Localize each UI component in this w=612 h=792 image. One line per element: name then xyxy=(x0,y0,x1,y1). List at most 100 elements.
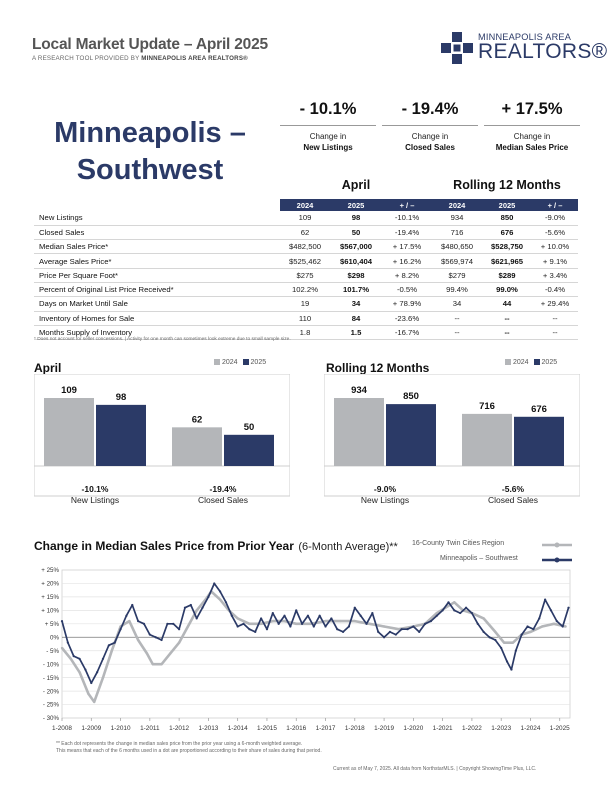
data-point xyxy=(128,619,131,623)
data-point xyxy=(189,603,192,607)
data-point xyxy=(347,625,351,628)
data-point xyxy=(107,644,110,647)
bar-value-label: 98 xyxy=(116,392,127,403)
current-as-of: Current as of May 7, 2025. All data from… xyxy=(333,766,537,772)
kpi-new-listings: - 10.1% Change in New Listings xyxy=(278,100,378,153)
data-point xyxy=(365,622,368,625)
data-point xyxy=(564,625,567,628)
row-label: Months Supply of Inventory xyxy=(34,325,280,341)
data-point xyxy=(459,611,462,615)
data-point xyxy=(453,601,456,604)
pct-change-label: -10.1% xyxy=(82,484,109,494)
table-cell: + 78.9% xyxy=(382,296,432,312)
data-point xyxy=(283,619,286,623)
data-point xyxy=(371,611,374,615)
pct-change-label: -9.0% xyxy=(374,484,397,494)
data-point xyxy=(377,630,380,633)
section-month: April xyxy=(341,178,371,192)
table-cell: 50 xyxy=(330,225,382,241)
table-cell: 850 xyxy=(482,211,532,226)
data-point xyxy=(242,622,245,625)
data-point xyxy=(283,614,286,617)
logo-mark-icon xyxy=(441,32,473,64)
data-point xyxy=(87,692,90,695)
x-tick-label: 1-2017 xyxy=(316,725,336,732)
data-point xyxy=(96,671,99,674)
y-tick-label: - 30% xyxy=(43,715,60,722)
data-point xyxy=(338,619,342,623)
data-point xyxy=(136,638,140,642)
table-cell: -9.0% xyxy=(532,211,578,226)
data-point xyxy=(397,628,400,631)
category-label: New Listings xyxy=(71,495,119,505)
data-point xyxy=(441,609,444,612)
data-point xyxy=(552,622,556,626)
data-point xyxy=(330,617,333,620)
y-tick-label: - 15% xyxy=(43,675,60,682)
table-cell: -- xyxy=(482,311,532,326)
x-tick-label: 1-2021 xyxy=(433,725,453,732)
y-tick-label: - 25% xyxy=(43,702,60,709)
data-point xyxy=(72,655,75,658)
table-cell: 98 xyxy=(330,211,382,226)
bar-value-label: 676 xyxy=(531,404,547,415)
table-cell: 109 xyxy=(280,211,330,226)
row-label: Median Sales Price* xyxy=(34,239,280,255)
bar-value-label: 50 xyxy=(244,422,255,433)
data-point xyxy=(500,646,503,650)
table-cell: -0.4% xyxy=(532,282,578,298)
data-point xyxy=(178,628,181,631)
data-point xyxy=(101,676,105,679)
y-tick-label: - 10% xyxy=(43,661,60,668)
data-point xyxy=(219,590,222,593)
data-point xyxy=(295,622,298,626)
table-cell: -- xyxy=(432,311,482,326)
report-subtitle: A RESEARCH TOOL PROVIDED BY MINNEAPOLIS … xyxy=(32,55,248,62)
x-tick-label: 1-2020 xyxy=(403,725,423,732)
median-price-line-chart: + 25% + 20% + 15% + 10% + 5% 0% - 5% - 10% - 15%… xyxy=(41,567,571,732)
table-row: Average Sales Price* $525,462 $610,404 + 16… xyxy=(34,253,578,269)
bar-2024 xyxy=(462,413,512,466)
realtors-logo: MINNEAPOLIS AREA REALTORS® xyxy=(440,30,607,66)
data-point xyxy=(142,622,146,625)
data-point xyxy=(494,638,497,642)
bar-2025 xyxy=(96,404,146,466)
table-cell: 110 xyxy=(280,311,330,326)
x-tick-label: 1-2018 xyxy=(345,725,365,732)
table-cell: + 3.4% xyxy=(532,268,578,283)
bar-2025 xyxy=(514,416,564,466)
data-point xyxy=(353,619,356,623)
data-point xyxy=(265,628,269,631)
table-cell: 676 xyxy=(482,225,532,241)
data-point xyxy=(172,622,175,625)
data-point xyxy=(341,630,345,633)
data-point xyxy=(69,657,72,660)
data-point xyxy=(306,614,310,617)
plot-frame xyxy=(61,569,571,719)
data-point xyxy=(514,649,517,652)
data-point xyxy=(201,606,204,609)
data-point xyxy=(166,622,169,625)
data-point xyxy=(160,638,163,642)
data-point xyxy=(488,636,491,639)
data-point xyxy=(418,630,421,633)
data-point xyxy=(110,649,113,652)
table-cell: -10.1% xyxy=(382,211,432,226)
area-title: Minneapolis – Southwest xyxy=(54,117,246,186)
data-point xyxy=(567,606,570,609)
data-point xyxy=(186,625,190,628)
data-point xyxy=(540,625,544,628)
data-point xyxy=(248,622,251,626)
row-label: Average Sales Price* xyxy=(34,253,280,269)
rolling-chart-title: Rolling 12 Months xyxy=(326,361,430,375)
data-point xyxy=(511,641,515,644)
data-point xyxy=(429,620,433,623)
data-point xyxy=(207,595,210,599)
footnote: ** Each dot represents the change in med… xyxy=(56,741,322,754)
data-point xyxy=(476,622,479,625)
y-tick-label: - 20% xyxy=(43,688,60,695)
row-label: Percent of Original List Price Received* xyxy=(34,282,280,298)
row-label: Inventory of Homes for Sale xyxy=(34,311,280,326)
x-tick-label: 1-2022 xyxy=(462,725,482,732)
data-point xyxy=(119,628,122,631)
